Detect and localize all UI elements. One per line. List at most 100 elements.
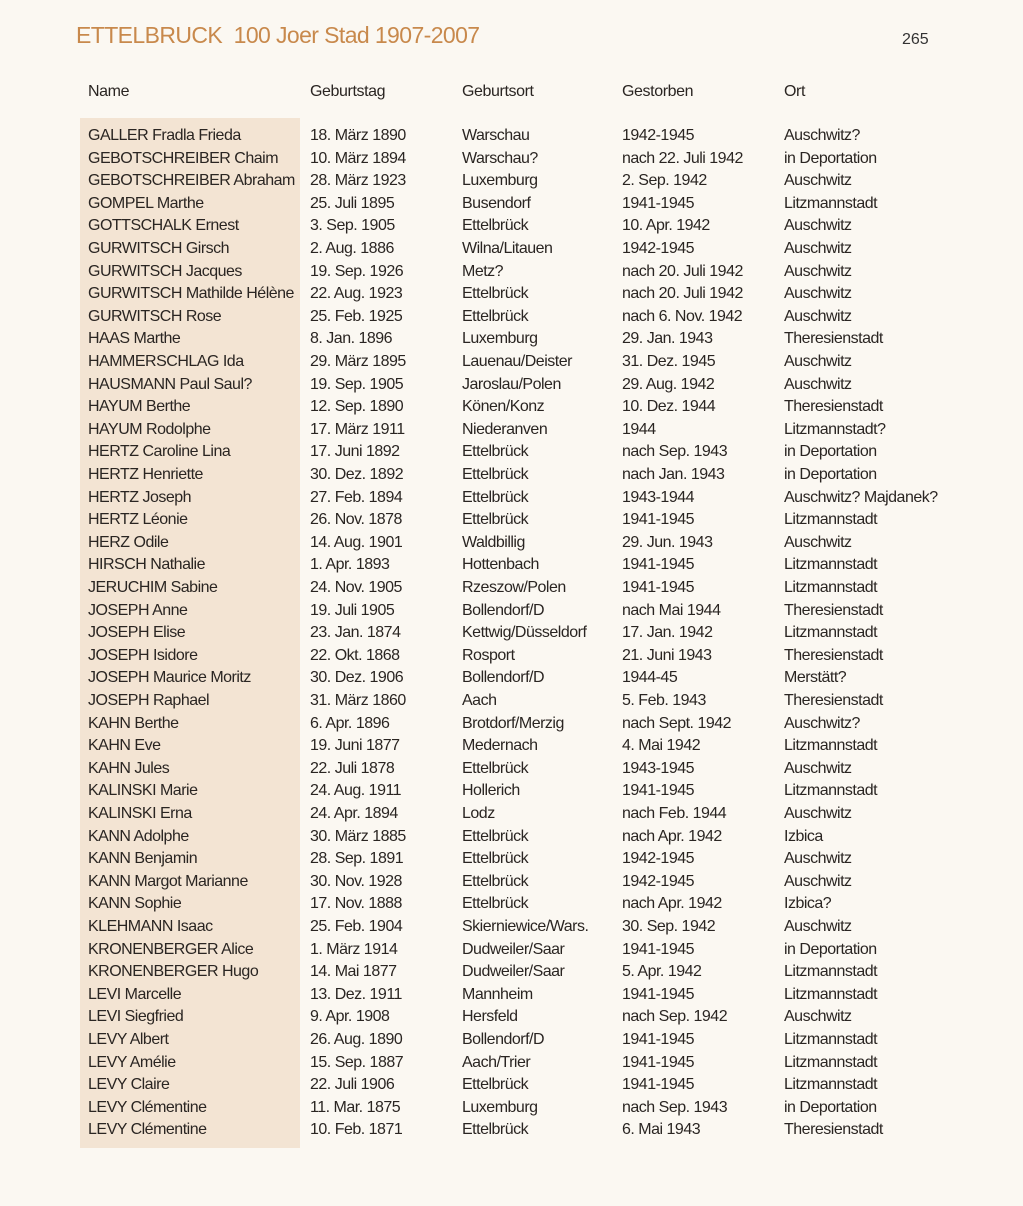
cell-died: 1942-1945 — [622, 127, 695, 144]
table-row: HAYUM Berthe 12. Sep. 1890 Könen/Konz 10. D… — [0, 398, 1023, 420]
cell-place: Auschwitz — [784, 850, 852, 868]
table-row: HERTZ Joseph 27. Feb. 1894 Ettelbrück 1943-… — [0, 489, 1023, 511]
cell-place: Auschwitz — [784, 533, 852, 551]
column-header-birthdate: Geburtstag — [310, 83, 386, 100]
cell-birthplace: Rosport — [462, 646, 515, 664]
table-row: KRONENBERGER Hugo 14. Mai 1877 Dudweiler/S… — [0, 963, 1023, 985]
table-row: KRONENBERGER Alice 1. März 1914 Dudweiler/… — [0, 941, 1023, 963]
table-row: GALLER Fradla Frieda 18. März 1890 Warscha… — [0, 127, 1023, 149]
cell-birthdate: 3. Sep. 1905 — [310, 217, 395, 235]
cell-place: Auschwitz? — [784, 714, 860, 732]
cell-birthdate: 19. Juli 1905 — [310, 601, 395, 619]
cell-birthdate: 13. Dez. 1911 — [310, 985, 402, 1003]
cell-died: 1943-1944 — [622, 488, 695, 506]
cell-died: 1942-1945 — [622, 850, 695, 868]
cell-died: 10. Dez. 1944 — [622, 398, 716, 416]
cell-place: Auschwitz — [784, 872, 852, 890]
cell-birthplace: Mannheim — [462, 985, 533, 1003]
cell-place: Litzmannstadt — [784, 1076, 878, 1094]
cell-died: 29. Jun. 1943 — [622, 533, 713, 551]
cell-birthdate: 25. Feb. 1904 — [310, 918, 403, 935]
cell-birthplace: Ettelbrück — [462, 872, 529, 890]
cell-died: nach Sep. 1943 — [622, 443, 728, 461]
column-header-place: Ort — [784, 83, 806, 100]
cell-birthdate: 12. Sep. 1890 — [310, 398, 404, 416]
name-column-highlight — [80, 118, 300, 1148]
cell-birthdate: 18. März 1890 — [310, 127, 406, 144]
cell-name: LEVI Siegfried — [88, 1008, 184, 1026]
cell-name: KAHN Jules — [88, 759, 170, 777]
cell-place: Litzmannstadt — [784, 624, 878, 642]
cell-died: nach 6. Nov. 1942 — [622, 307, 743, 325]
column-header-birthplace: Geburtsort — [462, 83, 534, 100]
cell-died: 4. Mai 1942 — [622, 737, 701, 755]
table-row: HAUSMANN Paul Saul? 19. Sep. 1905 Jaroslau… — [0, 376, 1023, 398]
cell-place: Auschwitz — [784, 1008, 852, 1026]
cell-place: Auschwitz — [784, 240, 852, 257]
cell-birthdate: 14. Aug. 1901 — [310, 533, 403, 551]
cell-birthplace: Metz? — [462, 262, 504, 280]
cell-birthplace: Brotdorf/Merzig — [462, 714, 564, 732]
cell-place: Auschwitz — [784, 307, 852, 325]
cell-place: Auschwitz — [784, 375, 852, 393]
cell-birthplace: Bollendorf/D — [462, 1031, 545, 1048]
cell-name: HERTZ Joseph — [88, 488, 192, 506]
cell-birthdate: 8. Jan. 1896 — [310, 330, 393, 348]
cell-name: GURWITSCH Rose — [88, 307, 222, 325]
cell-birthdate: 29. März 1895 — [310, 353, 406, 370]
cell-name: GEBOTSCHREIBER Chaim — [88, 149, 279, 167]
cell-place: Litzmannstadt — [784, 737, 878, 755]
table-row: GURWITSCH Jacques 19. Sep. 1926 Metz? nach … — [0, 263, 1023, 285]
cell-name: KANN Benjamin — [88, 850, 198, 868]
cell-birthdate: 15. Sep. 1887 — [310, 1053, 404, 1071]
cell-name: LEVY Albert — [88, 1031, 169, 1048]
cell-birthdate: 30. Dez. 1892 — [310, 466, 404, 483]
cell-name: JOSEPH Maurice Moritz — [88, 669, 251, 687]
cell-name: KLEHMANN Isaac — [88, 918, 213, 935]
cell-died: nach Feb. 1944 — [622, 805, 727, 822]
cell-name: HAUSMANN Paul Saul? — [88, 375, 252, 393]
cell-birthplace: Könen/Konz — [462, 398, 545, 416]
cell-birthplace: Skierniewice/Wars. — [462, 918, 589, 935]
cell-birthdate: 31. März 1860 — [310, 692, 406, 709]
table-row: GOTTSCHALK Ernest 3. Sep. 1905 Ettelbrück 1… — [0, 217, 1023, 239]
cell-name: HIRSCH Nathalie — [88, 556, 205, 574]
cell-place: Theresienstadt — [784, 398, 883, 416]
cell-died: 1941-1945 — [622, 556, 695, 574]
cell-birthdate: 22. Juli 1906 — [310, 1076, 395, 1094]
table-row: HERTZ Henriette 30. Dez. 1892 Ettelbrück na… — [0, 466, 1023, 488]
cell-died: nach Sep. 1942 — [622, 1008, 728, 1026]
cell-birthplace: Dudweiler/Saar — [462, 940, 565, 958]
cell-birthplace: Kettwig/Düsseldorf — [462, 624, 587, 642]
cell-name: KANN Adolphe — [88, 827, 189, 845]
cell-name: HERTZ Henriette — [88, 466, 203, 483]
cell-birthplace: Medernach — [462, 737, 538, 755]
cell-birthdate: 22. Aug. 1923 — [310, 285, 403, 303]
cell-place: Litzmannstadt? — [784, 420, 886, 438]
cell-birthplace: Lauenau/Deister — [462, 353, 572, 370]
cell-place: Litzmannstadt — [784, 579, 878, 596]
cell-name: KRONENBERGER Alice — [88, 940, 254, 958]
table-row: KANN Sophie 17. Nov. 1888 Ettelbrück nach A… — [0, 895, 1023, 917]
table-row: JOSEPH Anne 19. Juli 1905 Bollendorf/D nach… — [0, 602, 1023, 624]
table-row: LEVY Clémentine 10. Feb. 1871 Ettelbrück 6.… — [0, 1121, 1023, 1143]
table-row: GOMPEL Marthe 25. Juli 1895 Busendorf 1941-… — [0, 195, 1023, 217]
cell-name: GURWITSCH Jacques — [88, 262, 242, 280]
cell-birthplace: Ettelbrück — [462, 850, 529, 868]
table-row: HERTZ Léonie 26. Nov. 1878 Ettelbrück 1941-… — [0, 511, 1023, 533]
cell-died: 29. Aug. 1942 — [622, 375, 715, 393]
cell-birthdate: 30. Nov. 1928 — [310, 872, 402, 890]
cell-birthdate: 14. Mai 1877 — [310, 963, 397, 981]
cell-place: in Deportation — [784, 149, 877, 167]
cell-died: nach Mai 1944 — [622, 601, 721, 619]
table-row: KAHN Berthe 6. Apr. 1896 Brotdorf/Merzig na… — [0, 715, 1023, 737]
cell-place: Auschwitz — [784, 805, 852, 822]
cell-place: Litzmannstadt — [784, 194, 878, 212]
cell-birthplace: Ettelbrück — [462, 217, 529, 235]
cell-died: 5. Apr. 1942 — [622, 963, 702, 981]
cell-place: Theresienstadt — [784, 646, 883, 664]
cell-name: HERTZ Caroline Lina — [88, 443, 231, 461]
cell-birthplace: Lodz — [462, 805, 495, 822]
cell-birthplace: Hersfeld — [462, 1008, 518, 1026]
table-row: KALINSKI Erna 24. Apr. 1894 Lodz nach Feb. … — [0, 805, 1023, 827]
